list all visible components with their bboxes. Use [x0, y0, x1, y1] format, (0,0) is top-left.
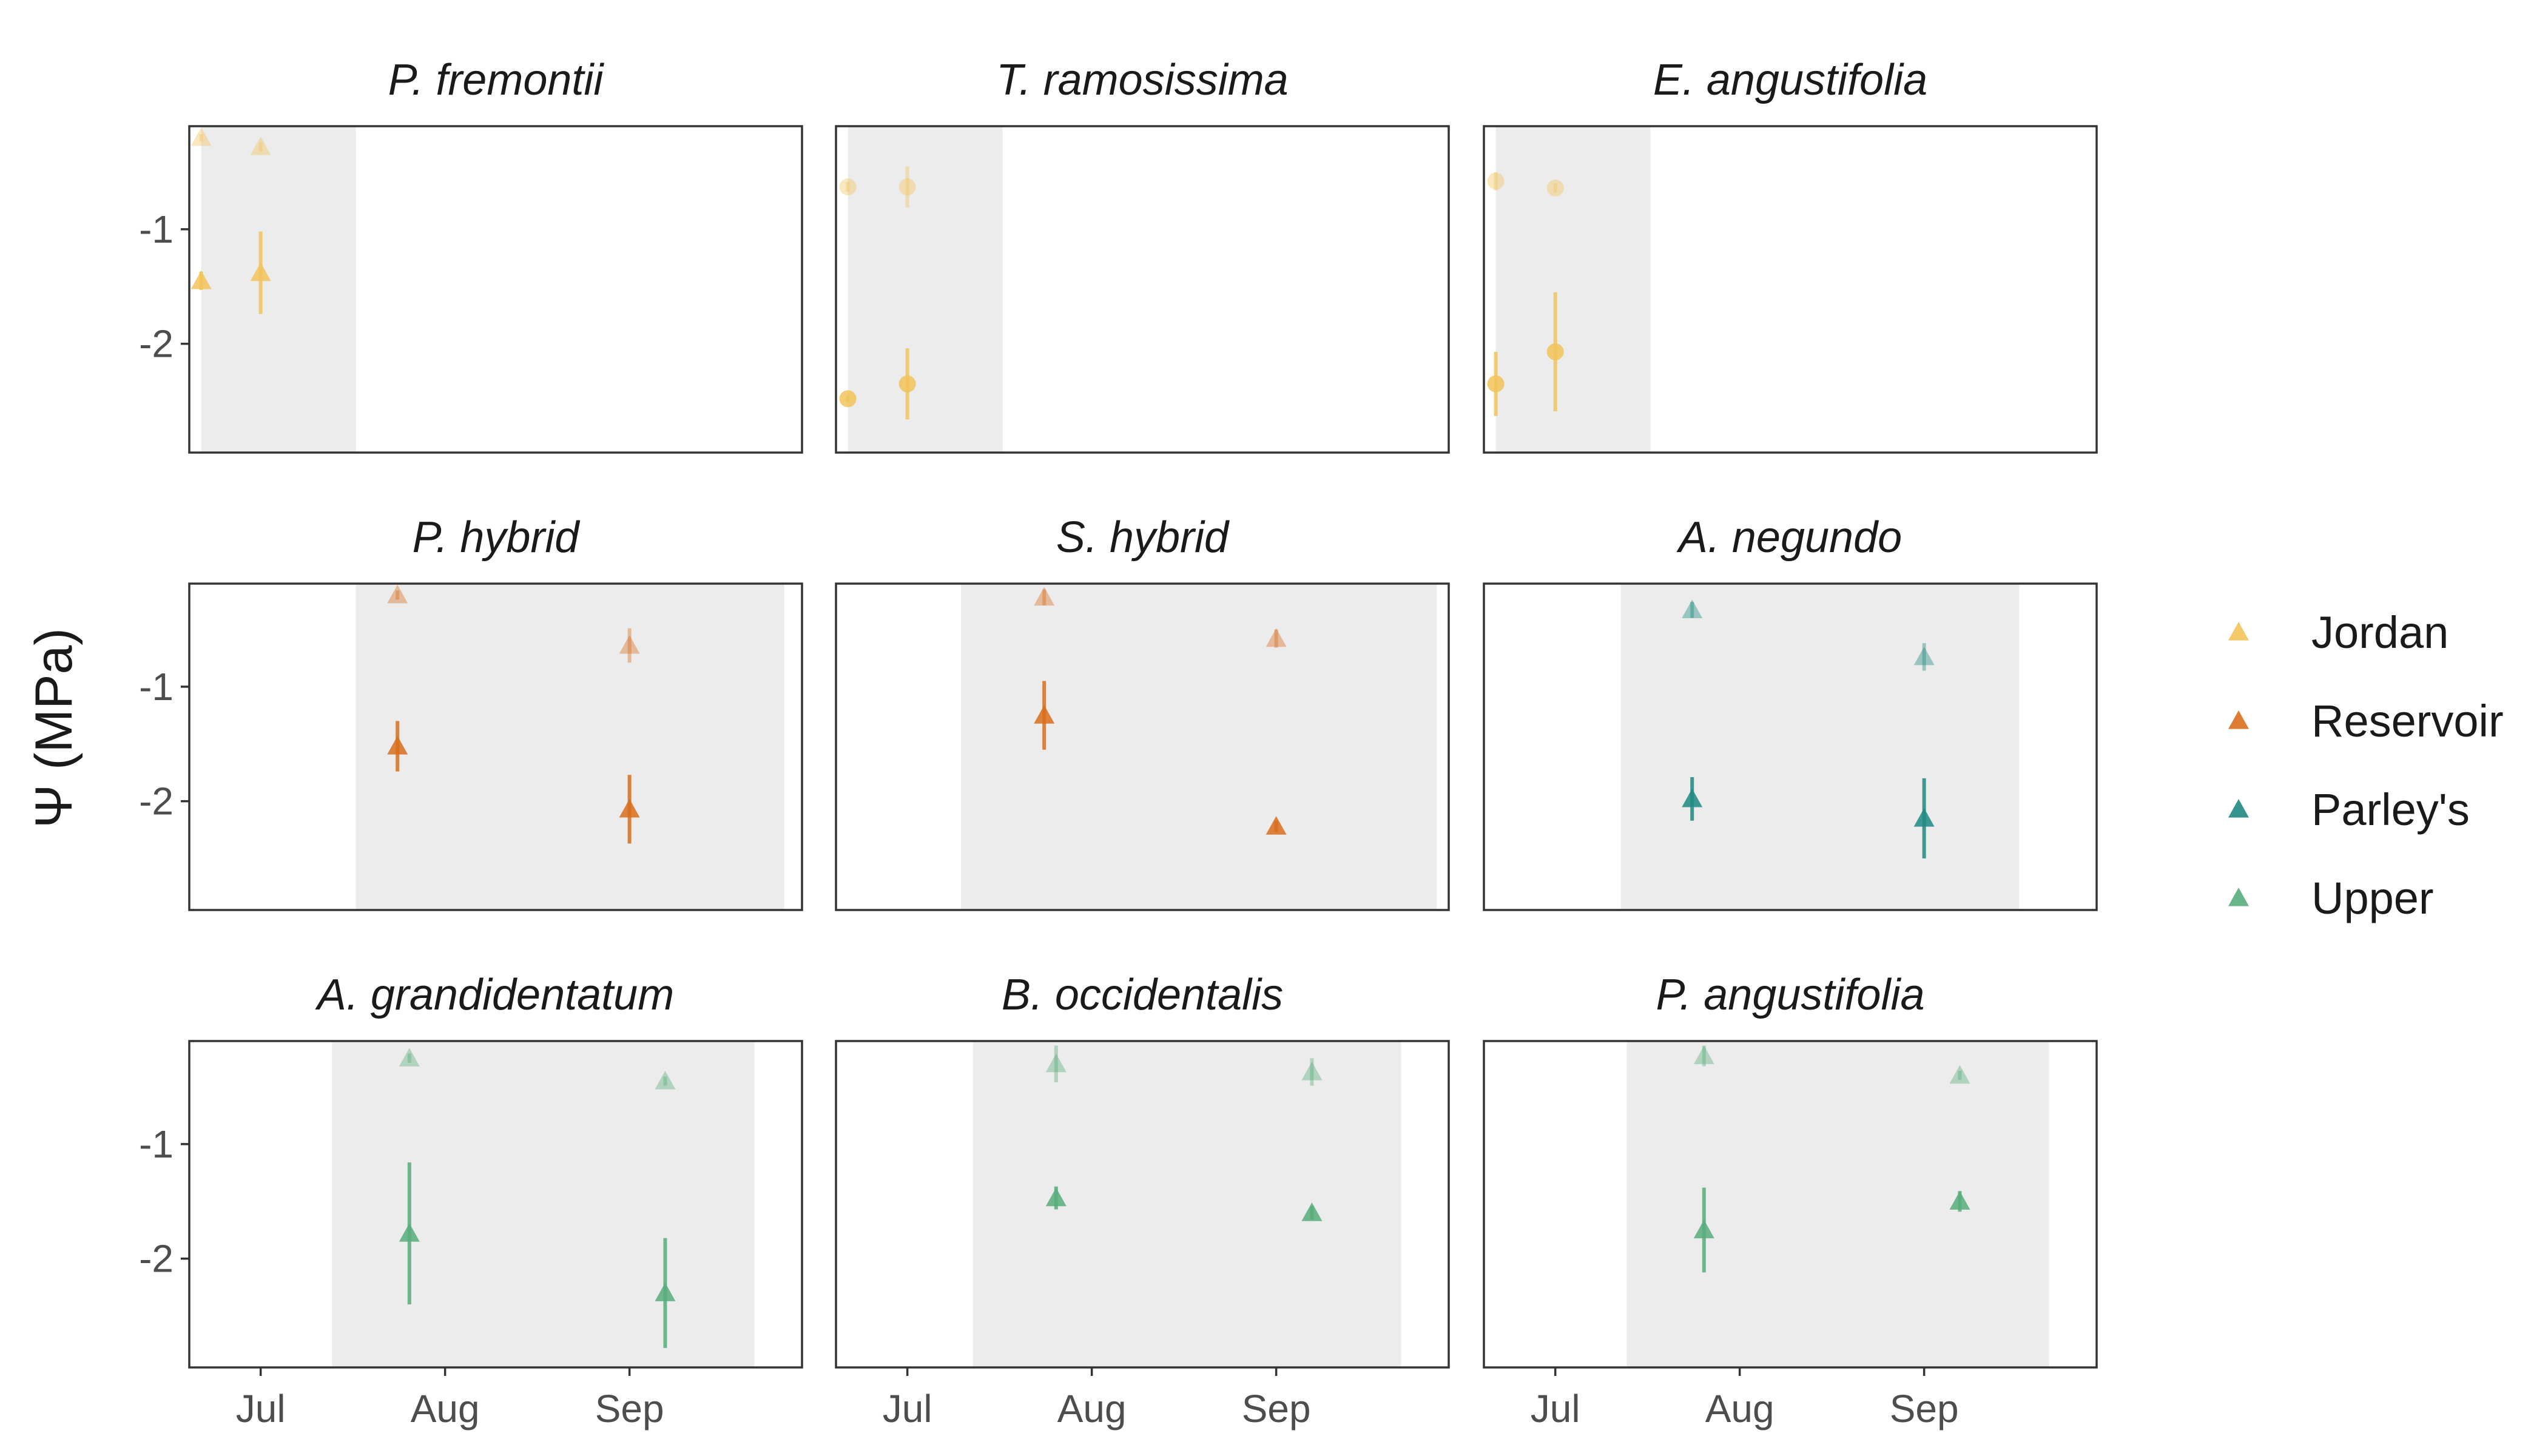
- panel-title: P. fremontii: [388, 56, 605, 104]
- panel-frame: [835, 582, 1450, 911]
- panel-title: P. angustifolia: [1656, 971, 1924, 1019]
- panel-1: P. fremontii -1 -2: [139, 56, 803, 454]
- panel-frame: [1483, 1040, 2098, 1369]
- season-shading: [201, 126, 356, 453]
- panel-frame: [188, 582, 803, 911]
- data-point: [387, 584, 408, 604]
- panel-frame: [1483, 582, 2098, 911]
- data-point: [1266, 628, 1287, 647]
- data-point: [1045, 1053, 1067, 1073]
- panel-5: S. hybrid: [835, 513, 1450, 911]
- x-tick-label: Aug: [1057, 1387, 1127, 1431]
- x-tick-label: Jul: [883, 1387, 932, 1431]
- season-shading: [1626, 1041, 2049, 1367]
- panel-frame: [1483, 125, 2098, 454]
- legend-label: Reservoir: [2311, 696, 2504, 746]
- season-shading: [960, 584, 1437, 910]
- data-point: [1693, 1045, 1714, 1065]
- panel-7: A. grandidentatum -1 -2 Jul Aug Sep: [139, 971, 803, 1431]
- legend-key: [2228, 710, 2249, 729]
- data-point: [1949, 1065, 1970, 1084]
- panel-title: T. ramosissima: [996, 56, 1288, 104]
- x-tick-label: Sep: [1890, 1387, 1959, 1431]
- data-point: [1949, 1191, 1970, 1210]
- data-point: [399, 1223, 420, 1242]
- season-shading: [1495, 126, 1651, 453]
- panel-frame: [188, 1040, 803, 1369]
- panel-title: P. hybrid: [413, 513, 581, 562]
- data-point: [1301, 1202, 1323, 1221]
- panel-title: E. angustifolia: [1653, 56, 1927, 104]
- y-tick-label: -1: [139, 207, 174, 251]
- y-axis-title: Ψ (MPa): [25, 628, 83, 828]
- x-tick-label: Jul: [236, 1387, 286, 1431]
- data-point: [655, 1071, 676, 1090]
- x-tick-label: Jul: [1531, 1387, 1580, 1431]
- data-point: [655, 1282, 676, 1301]
- data-point: [1034, 705, 1055, 724]
- data-point: [898, 375, 916, 393]
- data-point: [190, 270, 212, 289]
- season-shading: [848, 126, 1003, 453]
- legend-label: Parley's: [2311, 784, 2470, 835]
- data-point: [1487, 375, 1505, 393]
- y-tick-label: -2: [139, 322, 174, 366]
- data-point: [1546, 343, 1564, 360]
- data-point: [190, 127, 212, 146]
- data-point: [1682, 599, 1703, 619]
- legend-label: Upper: [2311, 873, 2434, 923]
- panel-2: T. ramosissima: [835, 56, 1450, 454]
- data-point: [250, 136, 271, 155]
- season-shading: [972, 1041, 1401, 1367]
- y-tick-label: -2: [139, 1237, 174, 1281]
- panel-title: A. grandidentatum: [315, 971, 674, 1019]
- panel-frame: [835, 1040, 1450, 1369]
- season-shading: [332, 1041, 755, 1367]
- panel-title: B. occidentalis: [1002, 971, 1283, 1019]
- y-tick-label: -1: [139, 665, 174, 709]
- panel-3: E. angustifolia: [1483, 56, 2098, 454]
- data-point: [1034, 587, 1055, 606]
- data-point: [1693, 1219, 1714, 1239]
- y-tick-label: -1: [139, 1122, 174, 1166]
- data-point: [250, 262, 271, 281]
- panel-6: A. negundo: [1483, 513, 2098, 911]
- data-point: [898, 178, 916, 196]
- data-point: [1045, 1187, 1067, 1207]
- data-point: [839, 390, 857, 408]
- panel-title: S. hybrid: [1056, 513, 1230, 562]
- data-point: [399, 1048, 420, 1067]
- legend-label: Jordan: [2311, 607, 2449, 658]
- x-tick-label: Sep: [1242, 1387, 1311, 1431]
- legend-key: [2228, 622, 2249, 641]
- x-tick-label: Sep: [595, 1387, 664, 1431]
- x-tick-label: Aug: [411, 1387, 480, 1431]
- legend-key: [2228, 799, 2249, 818]
- panel-4: P. hybrid -1 -2: [139, 513, 803, 911]
- panel-9: P. angustifolia Jul Aug Sep: [1483, 971, 2098, 1431]
- legend: Jordan Reservoir Parley's Upper: [2228, 607, 2504, 923]
- data-point: [1913, 807, 1935, 827]
- data-point: [1301, 1061, 1323, 1080]
- data-point: [619, 798, 640, 818]
- data-point: [1682, 788, 1703, 807]
- panel-frame: [188, 125, 803, 454]
- season-shading: [1620, 584, 2020, 910]
- x-tick-label: Aug: [1705, 1387, 1774, 1431]
- panel-8: B. occidentalis Jul Aug Sep: [835, 971, 1450, 1431]
- legend-key: [2228, 888, 2249, 906]
- data-point: [1913, 646, 1935, 666]
- data-point: [1546, 179, 1564, 197]
- data-point: [1487, 172, 1505, 190]
- data-point: [1266, 816, 1287, 835]
- data-point: [839, 178, 857, 196]
- panel-frame: [835, 125, 1450, 454]
- season-shading: [356, 584, 784, 910]
- panels: P. fremontii -1 -2 T. ramosissima E. angusti…: [139, 56, 2098, 1431]
- data-point: [619, 635, 640, 654]
- panel-title: A. negundo: [1676, 513, 1902, 562]
- data-point: [387, 736, 408, 755]
- y-tick-label: -2: [139, 780, 174, 823]
